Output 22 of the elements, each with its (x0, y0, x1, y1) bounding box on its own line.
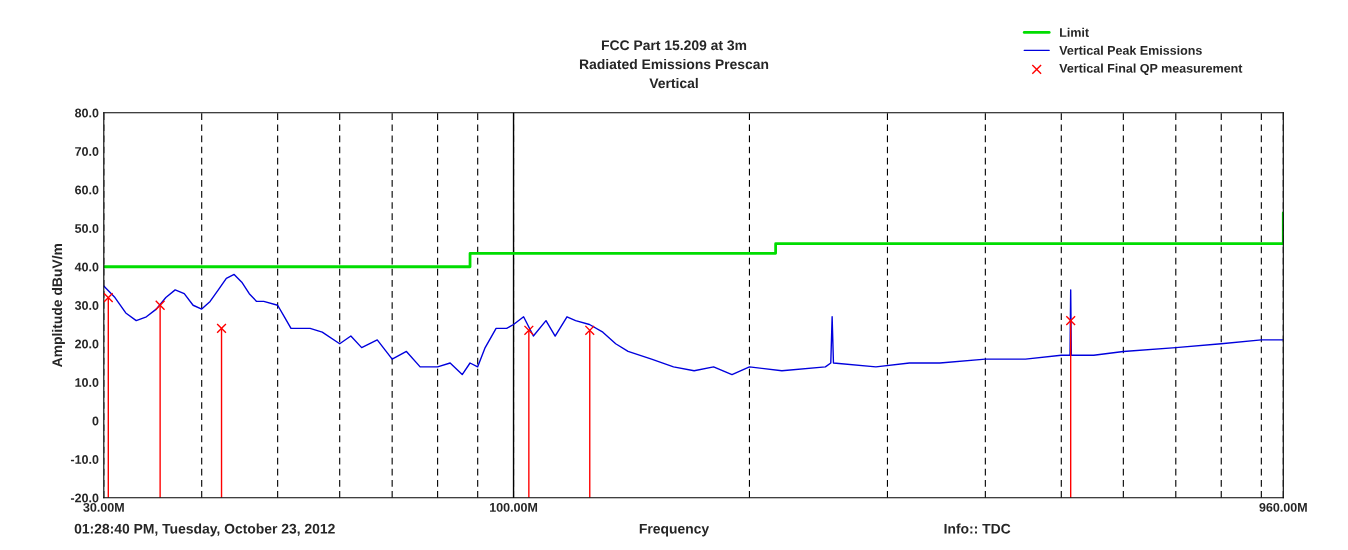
x-tick-label: 30.00M (83, 502, 124, 512)
y-tick-label: 50.0 (74, 224, 99, 233)
x-axis-title: Frequency (639, 523, 710, 537)
y-tick-label: 20.0 (75, 339, 99, 349)
x-tick-label: 960.00M (1259, 502, 1307, 512)
y-tick-label: 0 (92, 416, 99, 426)
y-tick-label: 80.0 (75, 108, 99, 118)
legend-label: Vertical Final QP measurement (1059, 63, 1243, 76)
chart-title: FCC Part 15.209 at 3m Radiated Emissions Prescan Vertical (579, 40, 769, 89)
x-tick-label: 100.00M (490, 502, 538, 512)
y-tick-label: 60.0 (75, 185, 99, 195)
text: 01:28:40 PM, Tuesday, October 23, 2012 (74, 523, 335, 537)
y-tick-label: -10.0 (70, 455, 99, 464)
legend-label: Vertical Peak Emissions (1059, 45, 1202, 55)
y-axis-title: Amplitude dBuV/m (51, 244, 65, 368)
y-tick-label: 70.0 (75, 147, 99, 156)
y-tick-label: 30.0 (74, 301, 99, 310)
y-tick-label: 10.0 (75, 378, 99, 387)
y-tick-label: -20.0 (70, 493, 99, 503)
legend-label: Limit (1060, 27, 1089, 37)
text: Info:: TDC (944, 523, 1011, 534)
y-tick-label: 40.0 (74, 262, 99, 272)
